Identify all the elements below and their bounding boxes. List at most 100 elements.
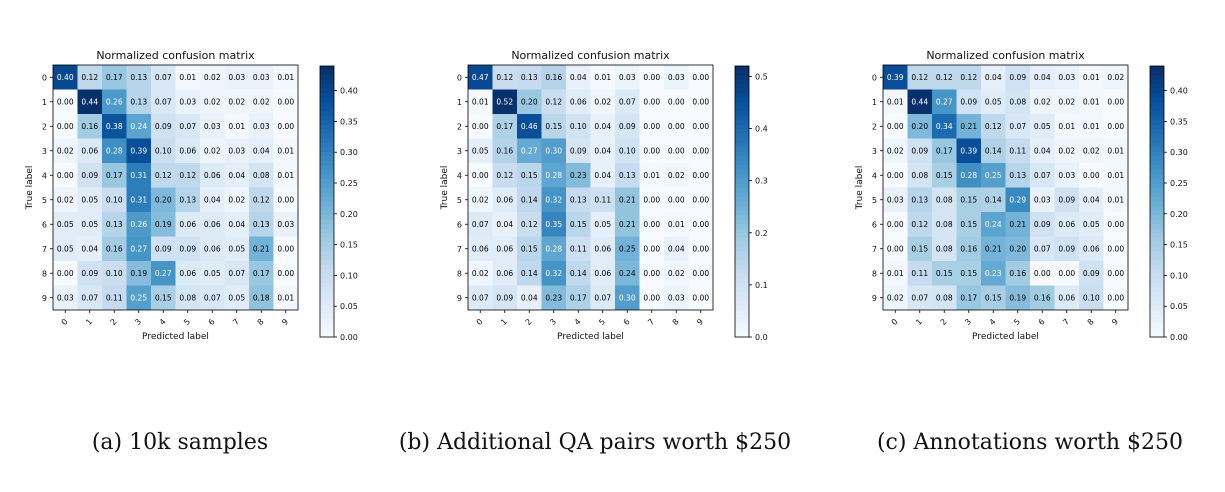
heatmap-cell: [249, 285, 274, 310]
cell-label: 0.02: [204, 73, 221, 82]
cell-label: 0.05: [81, 220, 98, 229]
colorbar-segment: [1150, 142, 1164, 148]
colorbar-segment: [735, 219, 749, 225]
cell-label: 0.02: [228, 97, 245, 106]
heatmap-cell: [1079, 114, 1104, 139]
cell-label: 0.24: [985, 220, 1002, 229]
cell-label: 0.06: [496, 195, 513, 204]
cell-label: 0.44: [81, 97, 98, 106]
colorbar-segment: [1150, 260, 1164, 266]
cell-label: 0.03: [1058, 73, 1075, 82]
heatmap-cell: [932, 65, 957, 90]
heatmap-cell: [200, 138, 225, 163]
heatmap-cell: [1054, 89, 1079, 114]
cell-label: 0.28: [545, 171, 562, 180]
cell-label: 0.01: [277, 293, 294, 302]
cell-label: 0.00: [643, 269, 660, 278]
heatmap-cell: [981, 261, 1006, 286]
heatmap-cell: [956, 236, 981, 261]
heatmap-cell: [688, 65, 713, 90]
heatmap-cell: [273, 89, 298, 114]
heatmap-cell: [956, 187, 981, 212]
heatmap-cell: [883, 212, 908, 237]
heatmap-cell: [1079, 261, 1104, 286]
heatmap-cell: [981, 65, 1006, 90]
matrix-frame: [467, 64, 714, 311]
cell-label: 0.20: [155, 195, 172, 204]
cell-label: 0.13: [1009, 171, 1026, 180]
cell-label: 0.07: [1009, 122, 1026, 131]
heatmap-cell: [1005, 65, 1030, 90]
heatmap-cell: [1079, 89, 1104, 114]
colorbar-segment: [1150, 327, 1164, 334]
heatmap-cell: [492, 236, 517, 261]
heatmap-cell: [77, 114, 102, 139]
cell-label: 0.40: [57, 73, 74, 82]
cell-label: 0.10: [619, 146, 636, 155]
y-tick-label: 9: [42, 294, 47, 303]
x-tick-label: 4: [158, 317, 168, 327]
y-tick-label: 3: [457, 147, 462, 156]
cell-label: 0.01: [1107, 146, 1124, 155]
colorbar-segment: [1150, 156, 1164, 162]
y-tick-label: 5: [872, 196, 877, 205]
y-tick-label: 9: [872, 294, 877, 303]
colorbar-segment: [735, 287, 749, 293]
cell-label: 0.02: [668, 269, 685, 278]
heatmap-cell: [224, 187, 249, 212]
heatmap-cell: [517, 89, 542, 114]
confusion-matrix-panel-a: Normalized confusion matrix 0.40 0.12 0.17 0…: [20, 40, 420, 380]
heatmap-cell: [907, 163, 932, 188]
cell-label: 0.01: [277, 146, 294, 155]
y-tick-label: 2: [42, 122, 47, 131]
confusion-matrix-chart-c: Normalized confusion matrix 0.39 0.12 0.12 0…: [855, 49, 1188, 342]
heatmap-cell: [639, 261, 664, 286]
cell-label: 0.00: [668, 146, 685, 155]
cell-label: 0.01: [668, 220, 685, 229]
colorbar-segment: [320, 129, 334, 135]
cell-label: 0.02: [57, 195, 74, 204]
heatmap-cell: [541, 285, 566, 310]
cell-label: 0.09: [179, 244, 196, 253]
heatmap-cell: [664, 261, 689, 286]
heatmap-cell: [664, 285, 689, 310]
cell-label: 0.02: [594, 97, 611, 106]
cell-label: 0.39: [887, 73, 904, 82]
cell-label: 0.12: [911, 220, 928, 229]
cell-label: 0.02: [887, 146, 904, 155]
colorbar-segment: [1150, 215, 1164, 221]
colorbar-segment: [735, 237, 749, 243]
heatmap-cell: [590, 285, 615, 310]
colorbar-segment: [320, 165, 334, 171]
cell-label: 0.28: [545, 244, 562, 253]
colorbar-segment: [320, 215, 334, 221]
heatmap-cell: [932, 236, 957, 261]
cell-label: 0.02: [1058, 146, 1075, 155]
colorbar-segment: [320, 138, 334, 144]
colorbar-segment: [320, 273, 334, 279]
colorbar-tick-label: 0.1: [755, 281, 768, 290]
colorbar-tick-label: 0.25: [1170, 179, 1188, 188]
cell-label: 0.24: [619, 269, 636, 278]
y-tick-label: 5: [457, 196, 462, 205]
cell-label: 0.06: [1083, 244, 1100, 253]
cell-label: 0.08: [936, 195, 953, 204]
y-tick-label: 2: [457, 122, 462, 131]
heatmap-cell: [615, 236, 640, 261]
cell-label: 0.00: [1107, 293, 1124, 302]
colorbar-segment: [320, 282, 334, 288]
heatmap-cell: [615, 163, 640, 188]
colorbar-segment: [735, 106, 749, 112]
heatmap-cell: [590, 187, 615, 212]
y-tick-label: 1: [42, 98, 47, 107]
cell-label: 0.27: [155, 269, 172, 278]
cell-label: 0.16: [960, 244, 977, 253]
cell-label: 0.08: [253, 171, 270, 180]
cell-label: 0.05: [228, 244, 245, 253]
cell-label: 0.13: [179, 195, 196, 204]
colorbar-segment: [320, 93, 334, 99]
heatmap-cell: [981, 163, 1006, 188]
heatmap-cell: [590, 138, 615, 163]
heatmap-cell: [1079, 163, 1104, 188]
cell-label: 0.04: [228, 220, 245, 229]
